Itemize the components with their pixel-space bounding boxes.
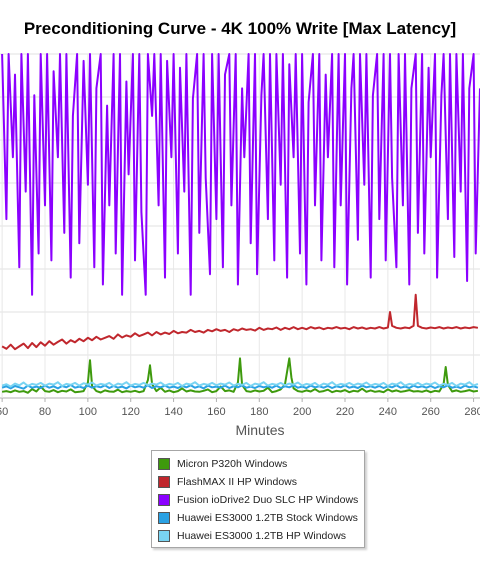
series-line-4 [1, 381, 479, 388]
legend-item[interactable]: Fusion ioDrive2 Duo SLC HP Windows [158, 492, 358, 508]
x-tick-label: 140 [164, 406, 182, 418]
legend-swatch [158, 494, 170, 506]
x-tick-label: 240 [379, 406, 397, 418]
x-tick-label: 60 [0, 406, 8, 418]
legend-item[interactable]: Huawei ES3000 1.2TB Stock Windows [158, 510, 358, 526]
legend-label: Micron P320h Windows [177, 458, 288, 470]
legend-swatch [158, 512, 170, 524]
x-tick-label: 220 [336, 406, 354, 418]
legend-swatch [158, 458, 170, 470]
series-line-2 [1, 53, 480, 296]
legend: Micron P320h Windows FlashMAX II HP Windo… [151, 450, 365, 548]
x-tick-label: 80 [39, 406, 51, 418]
series-line-3 [1, 383, 479, 390]
x-tick-label: 160 [207, 406, 225, 418]
x-axis: 60 80 100 120 140 160 180 200 220 240 260 280 [0, 398, 480, 418]
chart-title: Preconditioning Curve - 4K 100% Write [M… [23, 19, 457, 38]
x-tick-label: 120 [122, 406, 140, 418]
x-axis-label: Minutes [235, 422, 285, 438]
x-tick-label: 180 [250, 406, 268, 418]
legend-label: Huawei ES3000 1.2TB HP Windows [177, 530, 347, 542]
legend-item[interactable]: FlashMAX II HP Windows [158, 474, 297, 490]
legend-swatch [158, 530, 170, 542]
legend-label: Huawei ES3000 1.2TB Stock Windows [177, 512, 358, 524]
legend-swatch [158, 476, 170, 488]
x-tick-label: 200 [293, 406, 311, 418]
legend-item[interactable]: Huawei ES3000 1.2TB HP Windows [158, 528, 346, 544]
x-tick-label: 280 [464, 406, 480, 418]
x-tick-label: 100 [79, 406, 97, 418]
legend-item[interactable]: Micron P320h Windows [158, 456, 287, 472]
series-line-1 [1, 293, 479, 351]
legend-label: Fusion ioDrive2 Duo SLC HP Windows [177, 494, 359, 506]
legend-label: FlashMAX II HP Windows [177, 476, 298, 488]
series-lines [1, 53, 480, 394]
x-tick-label: 260 [422, 406, 440, 418]
